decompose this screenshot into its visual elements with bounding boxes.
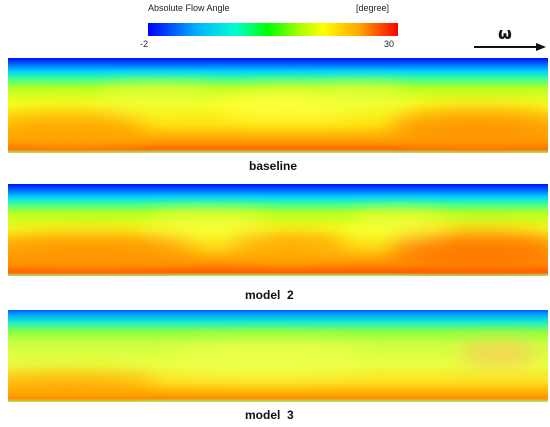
colorbar-max-label: 30 bbox=[384, 39, 395, 49]
panel-label-model-2: model 2 bbox=[245, 288, 294, 302]
panel-label-model-3: model 3 bbox=[245, 408, 294, 422]
colorbar-unit: [degree] bbox=[356, 3, 390, 13]
contour-panel-model-2 bbox=[8, 184, 548, 276]
rotation-symbol: ω bbox=[498, 24, 512, 43]
panel-label-baseline: baseline bbox=[249, 159, 298, 173]
contour-panel-baseline bbox=[8, 58, 548, 153]
contour-panel-model-3 bbox=[8, 310, 548, 402]
colorbar-min-label: -2 bbox=[140, 39, 149, 49]
rotation-arrow-icon bbox=[474, 43, 546, 51]
colorbar-gradient bbox=[148, 23, 398, 36]
colorbar-title: Absolute Flow Angle bbox=[148, 3, 230, 13]
